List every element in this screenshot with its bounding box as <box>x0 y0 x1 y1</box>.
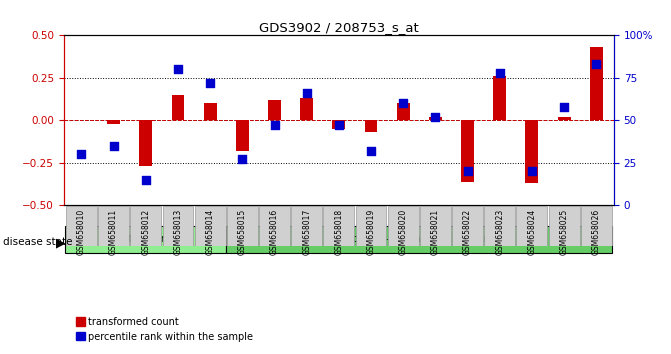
Bar <box>268 100 281 120</box>
FancyBboxPatch shape <box>549 206 580 246</box>
Bar <box>461 120 474 182</box>
Point <box>430 114 441 120</box>
Bar <box>107 120 120 124</box>
Point <box>205 80 215 86</box>
Point <box>462 169 473 174</box>
Bar <box>558 117 570 120</box>
Bar <box>332 120 346 129</box>
FancyBboxPatch shape <box>65 226 226 253</box>
Text: GSM658010: GSM658010 <box>77 209 86 255</box>
Point <box>591 62 602 67</box>
FancyBboxPatch shape <box>98 206 129 246</box>
Bar <box>397 103 409 120</box>
Point <box>527 169 537 174</box>
Text: GSM658013: GSM658013 <box>174 209 183 255</box>
FancyBboxPatch shape <box>420 206 451 246</box>
Text: chronic B-lymphocytic leukemia: chronic B-lymphocytic leukemia <box>336 234 503 244</box>
Bar <box>204 103 217 120</box>
Point <box>108 143 119 149</box>
FancyBboxPatch shape <box>452 206 483 246</box>
Text: GSM658016: GSM658016 <box>270 209 279 255</box>
Text: GSM658014: GSM658014 <box>205 209 215 255</box>
FancyBboxPatch shape <box>484 206 515 246</box>
FancyBboxPatch shape <box>130 206 161 246</box>
Bar <box>493 76 506 120</box>
Legend: transformed count, percentile rank within the sample: transformed count, percentile rank withi… <box>72 313 258 346</box>
FancyBboxPatch shape <box>66 206 97 246</box>
Text: GSM658012: GSM658012 <box>142 209 150 255</box>
Text: GSM658017: GSM658017 <box>302 209 311 255</box>
Point <box>333 122 344 128</box>
Point <box>140 177 151 183</box>
Bar <box>364 120 378 132</box>
Point <box>398 101 409 106</box>
FancyBboxPatch shape <box>259 206 290 246</box>
Text: ▶: ▶ <box>56 236 65 249</box>
Title: GDS3902 / 208753_s_at: GDS3902 / 208753_s_at <box>259 21 419 34</box>
Text: GSM658020: GSM658020 <box>399 209 408 255</box>
Text: GSM658019: GSM658019 <box>366 209 376 255</box>
FancyBboxPatch shape <box>581 206 612 246</box>
FancyBboxPatch shape <box>388 206 419 246</box>
Text: disease state: disease state <box>3 238 73 247</box>
Text: GSM658025: GSM658025 <box>560 209 568 255</box>
FancyBboxPatch shape <box>517 206 548 246</box>
Text: GSM658015: GSM658015 <box>238 209 247 255</box>
Bar <box>525 120 538 183</box>
Point <box>237 156 248 162</box>
Bar <box>236 120 249 151</box>
Text: GSM658021: GSM658021 <box>431 209 440 255</box>
Point <box>559 104 570 110</box>
Bar <box>429 117 442 120</box>
Point <box>495 70 505 76</box>
Text: GSM658018: GSM658018 <box>334 209 344 255</box>
Text: GSM658023: GSM658023 <box>495 209 504 255</box>
Point <box>366 148 376 154</box>
FancyBboxPatch shape <box>162 206 193 246</box>
Point <box>76 152 87 157</box>
FancyBboxPatch shape <box>323 206 354 246</box>
FancyBboxPatch shape <box>226 226 613 253</box>
Bar <box>300 98 313 120</box>
Text: healthy control: healthy control <box>107 234 185 244</box>
Point <box>269 122 280 128</box>
Point <box>172 67 183 72</box>
Text: GSM658024: GSM658024 <box>527 209 536 255</box>
Text: GSM658022: GSM658022 <box>463 209 472 255</box>
Text: GSM658026: GSM658026 <box>592 209 601 255</box>
Bar <box>140 120 152 166</box>
FancyBboxPatch shape <box>195 206 225 246</box>
Point <box>301 90 312 96</box>
Bar <box>172 95 185 120</box>
Text: GSM658011: GSM658011 <box>109 209 118 255</box>
Bar <box>590 47 603 120</box>
FancyBboxPatch shape <box>227 206 258 246</box>
FancyBboxPatch shape <box>291 206 322 246</box>
FancyBboxPatch shape <box>356 206 386 246</box>
